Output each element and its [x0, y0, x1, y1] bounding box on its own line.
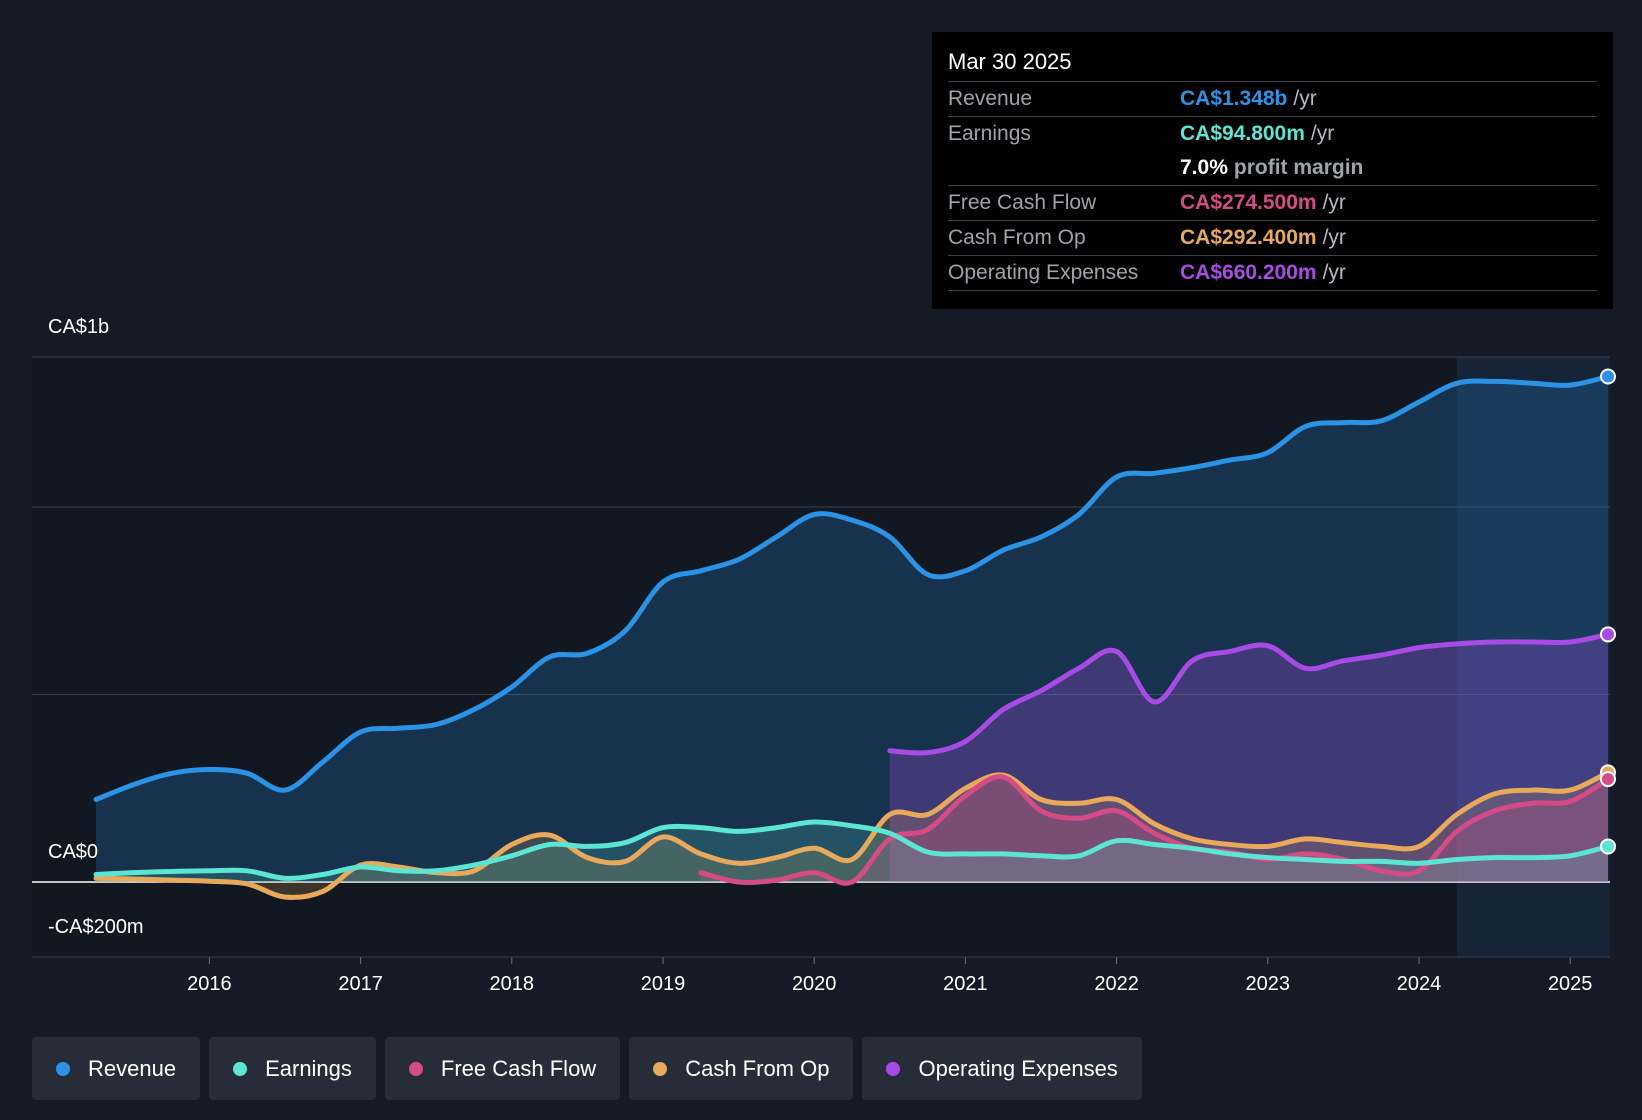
tooltip: Mar 30 2025 Revenue CA$1.348b /yr Earnin… — [932, 32, 1613, 309]
free-cash-flow-end-marker — [1600, 771, 1616, 788]
x-axis-label: 2022 — [1094, 973, 1139, 995]
x-axis-label: 2025 — [1548, 973, 1593, 995]
tooltip-label: Free Cash Flow — [948, 191, 1097, 214]
cash-from-op-dot-icon — [653, 1061, 668, 1076]
legend-item-cash-from-op[interactable]: Cash From Op — [629, 1037, 854, 1100]
x-axis-label: 2024 — [1397, 973, 1442, 995]
x-axis-label: 2023 — [1246, 973, 1291, 995]
y-axis-label: -CA$200m — [48, 916, 144, 938]
tooltip-unit: /yr — [1322, 191, 1346, 214]
tooltip-row-revenue: Revenue CA$1.348b /yr — [948, 81, 1597, 116]
revenue-end-marker — [1600, 368, 1616, 385]
cash-from-op-area — [96, 772, 1608, 898]
tooltip-row-cash-from-op: Cash From Op CA$292.400m /yr — [948, 220, 1597, 255]
tooltip-unit: /yr — [1310, 122, 1335, 145]
cash-from-op-line — [93, 769, 1611, 900]
tooltip-row-free-cash-flow: Free Cash Flow CA$274.500m /yr — [948, 185, 1597, 220]
tooltip-unit: profit margin — [1233, 156, 1364, 179]
tooltip-label: Revenue — [948, 87, 1033, 110]
tooltip-unit: /yr — [1322, 261, 1346, 284]
legend-item-operating-expenses[interactable]: Operating Expenses — [862, 1037, 1142, 1100]
free-cash-flow-line — [698, 774, 1611, 886]
free-cash-flow-dot-icon — [408, 1061, 423, 1076]
revenue-area — [96, 376, 1608, 882]
tooltip-label: Operating Expenses — [948, 261, 1139, 284]
x-axis-label: 2016 — [187, 973, 232, 995]
tooltip-date: Mar 30 2025 — [948, 49, 1072, 74]
legend-label: Revenue — [88, 1055, 177, 1081]
tooltip-unit: /yr — [1322, 226, 1346, 249]
earnings-end-marker — [1600, 838, 1616, 855]
free-cash-flow-area — [700, 776, 1608, 884]
operating-expenses-dot-icon — [886, 1061, 901, 1076]
tooltip-label: Cash From Op — [948, 226, 1086, 249]
tooltip-row-profit-margin: 7.0% profit margin — [948, 151, 1597, 185]
plot-background — [32, 357, 1610, 957]
tooltip-row-operating-expenses: Operating Expenses CA$660.200m /yr — [948, 255, 1597, 290]
revenue-dot-icon — [56, 1061, 70, 1076]
legend-item-revenue[interactable]: Revenue — [32, 1037, 201, 1100]
legend-label: Free Cash Flow — [440, 1055, 597, 1081]
earnings-line — [93, 819, 1611, 881]
tooltip-value: 7.0% — [1180, 156, 1228, 179]
legend-item-free-cash-flow[interactable]: Free Cash Flow — [384, 1037, 621, 1100]
x-axis-label: 2018 — [490, 973, 535, 995]
tooltip-value: CA$274.500m — [1180, 191, 1317, 214]
earnings-dot-icon — [233, 1061, 248, 1076]
tooltip-row-earnings: Earnings CA$94.800m /yr — [948, 116, 1597, 151]
legend-item-earnings[interactable]: Earnings — [209, 1037, 376, 1100]
tooltip-label: Earnings — [948, 122, 1031, 145]
revenue-line — [93, 374, 1611, 802]
tooltip-value: CA$1.348b — [1180, 87, 1288, 110]
tooltip-unit: /yr — [1293, 87, 1317, 110]
legend-label: Cash From Op — [685, 1055, 830, 1081]
y-axis-label: CA$1b — [48, 316, 109, 338]
legend-label: Earnings — [265, 1055, 352, 1081]
y-axis-label: CA$0 — [48, 841, 98, 863]
tooltip-divider — [948, 290, 1597, 291]
tooltip-value: CA$660.200m — [1180, 261, 1317, 284]
x-axis-label: 2019 — [641, 973, 686, 995]
x-axis-label: 2021 — [943, 973, 988, 995]
x-axis-label: 2020 — [792, 973, 837, 995]
operating-expenses-line — [887, 631, 1611, 756]
legend: Revenue Earnings Free Cash Flow Cash Fro… — [32, 1037, 1142, 1100]
x-axis-label: 2017 — [338, 973, 383, 995]
tooltip-value: CA$292.400m — [1180, 226, 1317, 249]
legend-label: Operating Expenses — [918, 1055, 1118, 1081]
tooltip-value: CA$94.800m — [1180, 122, 1305, 145]
operating-expenses-end-marker — [1600, 626, 1616, 643]
